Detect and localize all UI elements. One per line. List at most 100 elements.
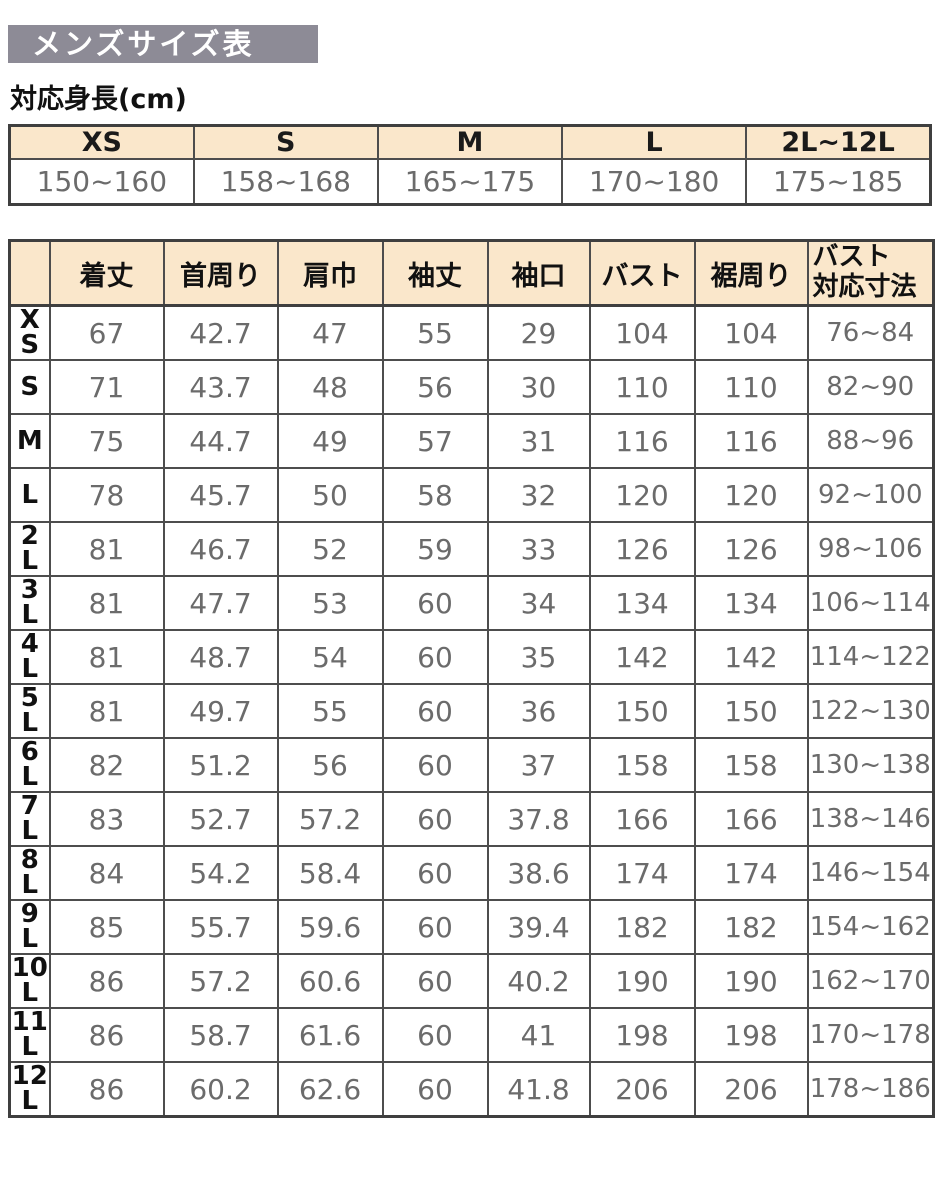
height-size-header: 2L~12L <box>745 124 932 160</box>
size-row-label: M <box>8 413 51 469</box>
size-value-cell: 182 <box>588 899 696 955</box>
height-size-header: M <box>376 124 564 160</box>
size-value-cell: 138~146 <box>806 791 935 847</box>
size-value-cell: 88~96 <box>806 413 935 469</box>
size-value-cell: 41.8 <box>486 1061 591 1118</box>
size-value-cell: 130~138 <box>806 737 935 793</box>
size-table-row: 11 L 86 58.7 61.6 60 41 198 198 170~178 <box>8 1007 935 1063</box>
size-col-header: バスト <box>588 239 696 307</box>
size-row-label: 2 L <box>8 521 51 577</box>
size-value-cell: 82~90 <box>806 359 935 415</box>
size-value-cell: 81 <box>48 629 165 685</box>
height-size-header: S <box>192 124 379 160</box>
size-value-cell: 46.7 <box>162 521 279 577</box>
size-value-cell: 41 <box>486 1007 591 1063</box>
size-value-cell: 122~130 <box>806 683 935 739</box>
size-value-cell: 57 <box>381 413 489 469</box>
size-row-label: 8 L <box>8 845 51 901</box>
size-value-cell: 83 <box>48 791 165 847</box>
size-value-cell: 92~100 <box>806 467 935 523</box>
size-table-row: S 71 43.7 48 56 30 110 110 82~90 <box>8 359 935 415</box>
size-value-cell: 110 <box>693 359 809 415</box>
size-value-cell: 59.6 <box>276 899 384 955</box>
size-value-cell: 35 <box>486 629 591 685</box>
size-table-row: 9 L 85 55.7 59.6 60 39.4 182 182 154~162 <box>8 899 935 955</box>
size-value-cell: 56 <box>381 359 489 415</box>
size-value-cell: 120 <box>588 467 696 523</box>
size-value-cell: 60 <box>381 1007 489 1063</box>
size-row-label: 5 L <box>8 683 51 739</box>
size-value-cell: 81 <box>48 575 165 631</box>
size-value-cell: 126 <box>588 521 696 577</box>
size-value-cell: 33 <box>486 521 591 577</box>
height-range-cell: 170~180 <box>561 158 748 206</box>
size-value-cell: 142 <box>588 629 696 685</box>
size-value-cell: 39.4 <box>486 899 591 955</box>
size-value-cell: 60 <box>381 737 489 793</box>
size-value-cell: 60 <box>381 791 489 847</box>
size-value-cell: 81 <box>48 683 165 739</box>
size-value-cell: 47.7 <box>162 575 279 631</box>
height-range-cell: 175~185 <box>745 158 932 206</box>
size-table-row: 3 L 81 47.7 53 60 34 134 134 106~114 <box>8 575 935 631</box>
size-table-row: L 78 45.7 50 58 32 120 120 92~100 <box>8 467 935 523</box>
size-row-label: 7 L <box>8 791 51 847</box>
size-value-cell: 37 <box>486 737 591 793</box>
height-range-cell: 158~168 <box>192 158 379 206</box>
size-value-cell: 57.2 <box>162 953 279 1009</box>
size-col-header: 袖口 <box>486 239 591 307</box>
size-value-cell: 55.7 <box>162 899 279 955</box>
size-value-cell: 55 <box>381 304 489 361</box>
size-value-cell: 67 <box>48 304 165 361</box>
size-value-cell: 55 <box>276 683 384 739</box>
size-value-cell: 45.7 <box>162 467 279 523</box>
size-value-cell: 48 <box>276 359 384 415</box>
size-table-header-row: 着丈 首周り 肩巾 袖丈 袖口 バスト 裾周り バスト 対応寸法 <box>8 239 935 307</box>
size-value-cell: 32 <box>486 467 591 523</box>
size-col-header: 首周り <box>162 239 279 307</box>
size-value-cell: 166 <box>693 791 809 847</box>
size-value-cell: 47 <box>276 304 384 361</box>
size-value-cell: 78 <box>48 467 165 523</box>
size-value-cell: 58.4 <box>276 845 384 901</box>
size-value-cell: 71 <box>48 359 165 415</box>
height-table-label: 対応身長(cm) <box>10 84 187 115</box>
size-table-row: 8 L 84 54.2 58.4 60 38.6 174 174 146~154 <box>8 845 935 901</box>
size-value-cell: 174 <box>693 845 809 901</box>
size-value-cell: 59 <box>381 521 489 577</box>
size-value-cell: 170~178 <box>806 1007 935 1063</box>
size-value-cell: 104 <box>588 304 696 361</box>
size-table-row: 7 L 83 52.7 57.2 60 37.8 166 166 138~146 <box>8 791 935 847</box>
height-table: XS S M L 2L~12L 150~160 158~168 165~175 170~180… <box>8 124 932 206</box>
size-value-cell: 134 <box>588 575 696 631</box>
size-table-row: 2 L 81 46.7 52 59 33 126 126 98~106 <box>8 521 935 577</box>
size-value-cell: 60 <box>381 845 489 901</box>
size-value-cell: 60 <box>381 629 489 685</box>
size-value-cell: 81 <box>48 521 165 577</box>
height-size-header: XS <box>8 124 195 160</box>
size-table: 着丈 首周り 肩巾 袖丈 袖口 バスト 裾周り バスト 対応寸法 X S 67 42.7 47 55 2… <box>8 239 935 1118</box>
size-value-cell: 116 <box>693 413 809 469</box>
size-value-cell: 134 <box>693 575 809 631</box>
size-value-cell: 190 <box>693 953 809 1009</box>
size-value-cell: 58.7 <box>162 1007 279 1063</box>
size-table-row: 10 L 86 57.2 60.6 60 40.2 190 190 162~170 <box>8 953 935 1009</box>
size-table-row: X S 67 42.7 47 55 29 104 104 76~84 <box>8 304 935 361</box>
size-value-cell: 60.2 <box>162 1061 279 1118</box>
size-value-cell: 49 <box>276 413 384 469</box>
size-value-cell: 31 <box>486 413 591 469</box>
size-value-cell: 60 <box>381 1061 489 1118</box>
size-value-cell: 104 <box>693 304 809 361</box>
size-table-row: 5 L 81 49.7 55 60 36 150 150 122~130 <box>8 683 935 739</box>
size-value-cell: 38.6 <box>486 845 591 901</box>
size-row-label: 3 L <box>8 575 51 631</box>
size-value-cell: 62.6 <box>276 1061 384 1118</box>
size-value-cell: 40.2 <box>486 953 591 1009</box>
size-row-label: 11 L <box>8 1007 51 1063</box>
size-value-cell: 75 <box>48 413 165 469</box>
size-value-cell: 43.7 <box>162 359 279 415</box>
size-row-label: 4 L <box>8 629 51 685</box>
size-value-cell: 30 <box>486 359 591 415</box>
size-col-header: 肩巾 <box>276 239 384 307</box>
size-value-cell: 106~114 <box>806 575 935 631</box>
